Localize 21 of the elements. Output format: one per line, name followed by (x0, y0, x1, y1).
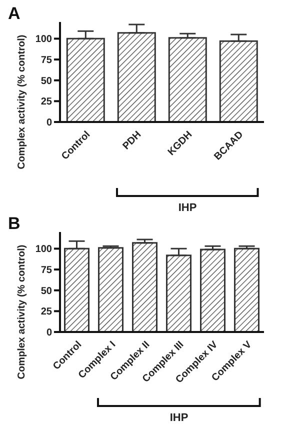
y-tick-label: 50 (40, 286, 52, 297)
y-tick-label: 25 (40, 306, 52, 318)
bar (98, 247, 124, 332)
bar (168, 37, 207, 122)
y-axis-title: Complex activity (% control) (16, 244, 28, 380)
y-tick-label: 100 (35, 244, 52, 256)
y-tick-label: 0 (46, 328, 52, 339)
y-axis-title: Complex activity (% control) (16, 34, 28, 170)
y-tick-label: 75 (40, 265, 52, 276)
bar (234, 248, 260, 332)
chart-title: A (8, 4, 20, 24)
y-tick-label: 50 (40, 76, 52, 87)
chart-title: B (8, 214, 20, 234)
text: IHP (168, 412, 190, 424)
text: IHP (177, 202, 198, 214)
y-tick-label: 0 (46, 118, 52, 129)
y-tick-label: 75 (40, 55, 52, 66)
y-tick-label: 100 (35, 34, 52, 46)
bar (132, 242, 158, 332)
y-tick-label: 25 (40, 96, 52, 108)
bar (200, 248, 226, 332)
